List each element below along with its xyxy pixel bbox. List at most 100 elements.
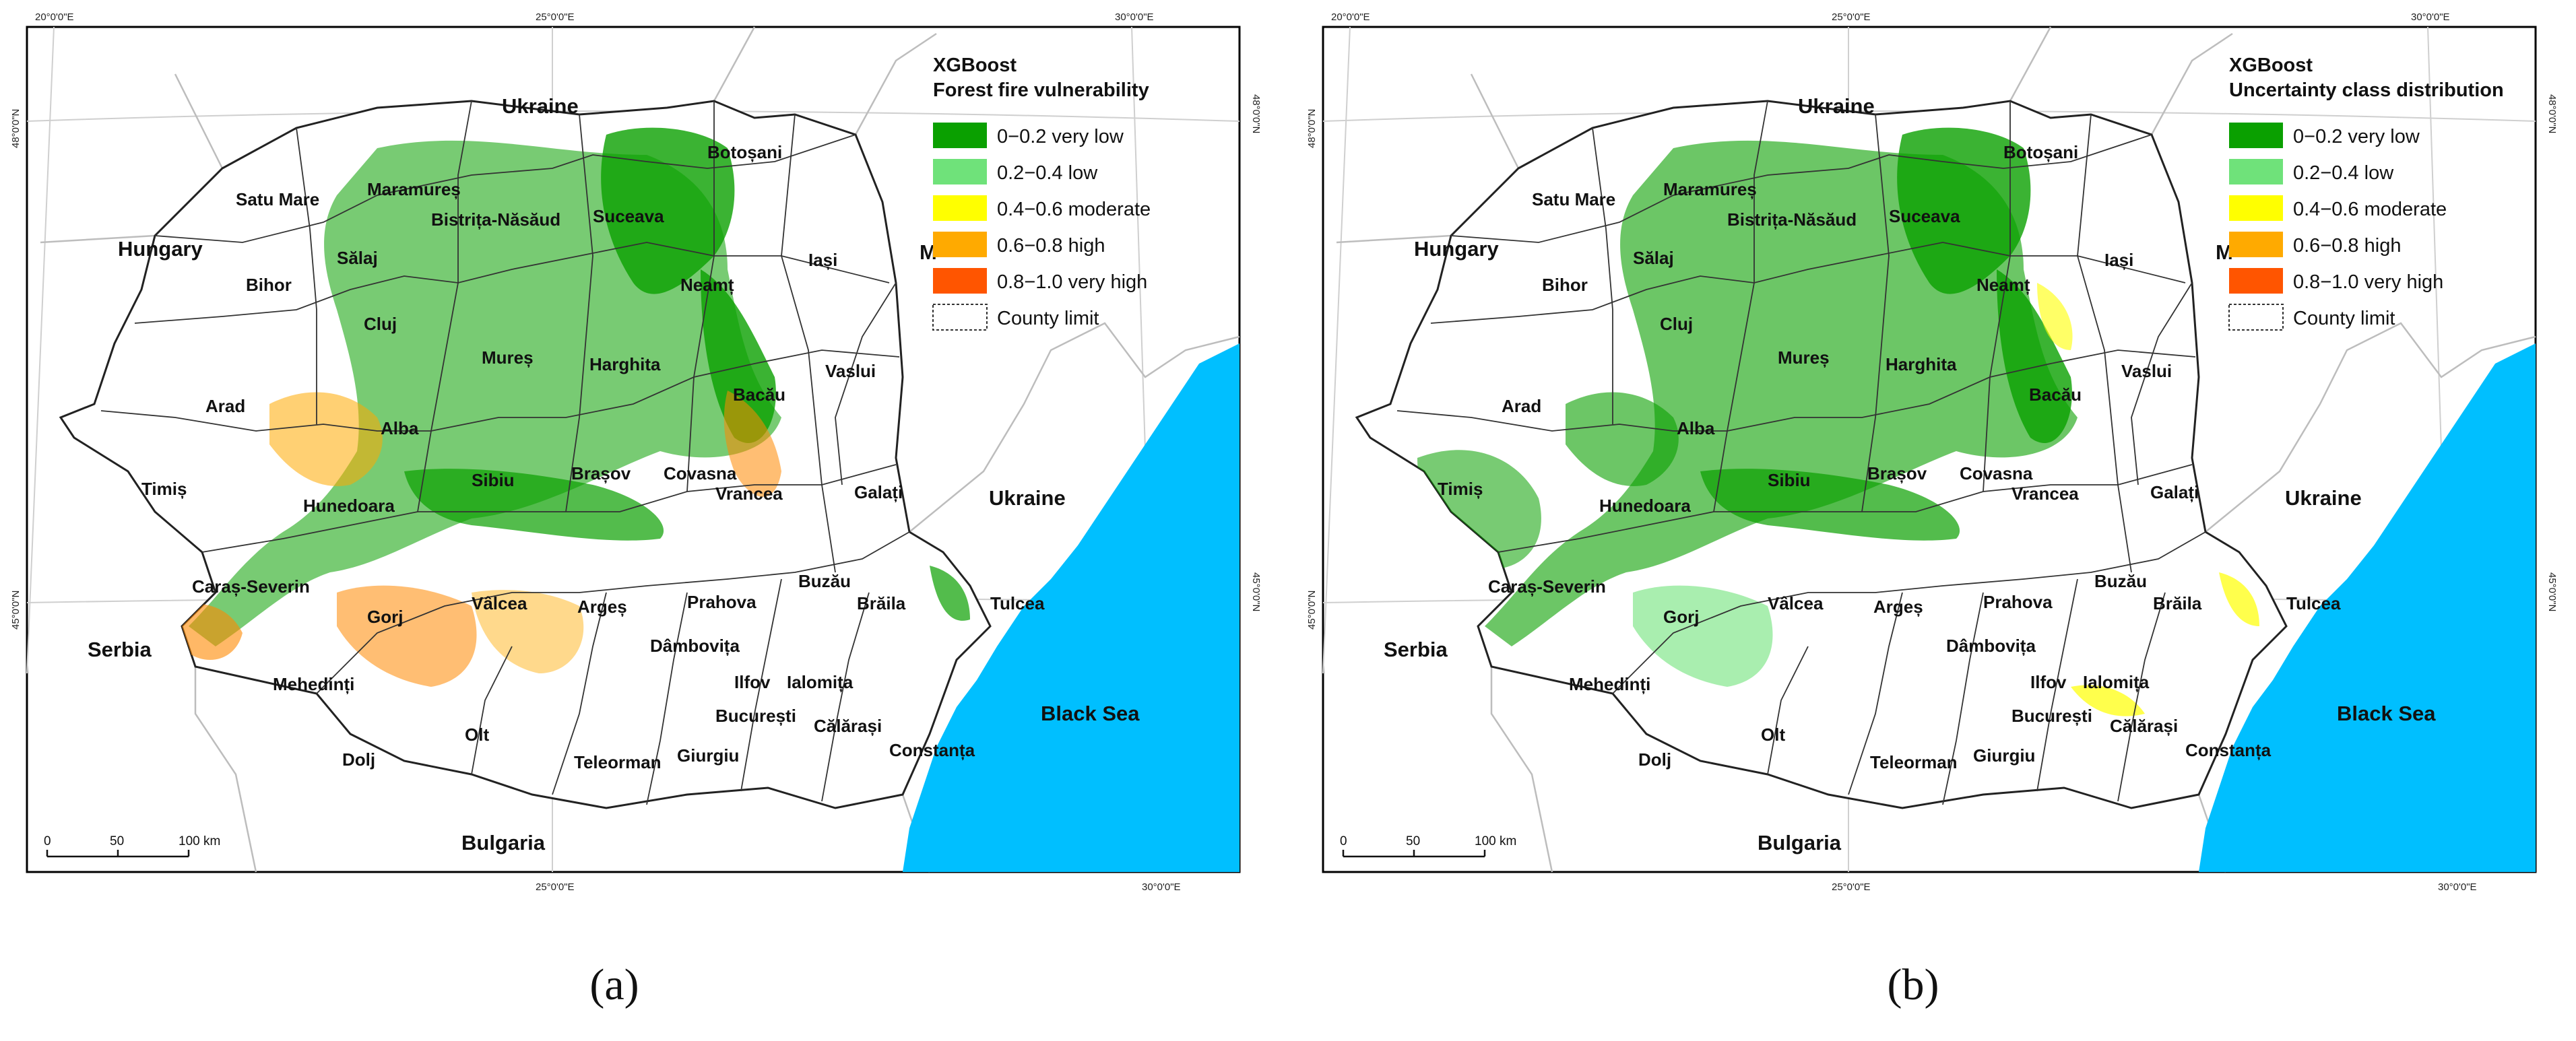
county-label: Cluj [1660,314,1693,334]
caption-a: (a) [589,960,639,1009]
county-label: Argeș [577,597,627,617]
county-label: Vaslui [2121,361,2172,381]
legend-label-moderate: 0.4−0.6 moderate [2293,199,2447,220]
county-label: Gorj [367,607,403,627]
county-label: Tulcea [990,593,1045,613]
coord-top-20: 20°0'0"E [1331,11,1370,23]
county-label: Sălaj [337,248,378,268]
scalebar-100: 100 km [1475,834,1516,848]
scalebar-50: 50 [1406,834,1420,848]
county-label: Mureș [1778,347,1830,368]
county-label: Galați [2150,482,2199,502]
county-label: Dâmbovița [650,636,740,656]
county-label: Vrancea [2011,483,2079,504]
county-boundaries [100,100,910,805]
legend-swatch-low [2229,159,2283,184]
county-label: Maramureș [1663,179,1757,199]
county-label: Prahova [1983,592,2053,612]
county-label: Buzău [2094,571,2147,591]
county-label: Alba [381,418,419,438]
panel-a: 20°0'0"E 25°0'0"E 30°0'0"E 25°0'0"E 30°0… [0,0,1280,1041]
county-label: Vâlcea [472,593,527,613]
county-label: Mehedinți [273,674,354,694]
county-label: Buzău [798,571,851,591]
county-label: Galați [854,482,903,502]
county-label: Sibiu [1768,470,1811,490]
country-bulgaria: Bulgaria [1758,831,1842,854]
vulnerability-raster [175,127,970,687]
county-label: Caraș-Severin [192,576,310,597]
coord-bottom-25: 25°0'0"E [1832,881,1871,893]
county-label: Neamț [680,275,734,295]
county-label: Brașov [1867,463,1927,483]
country-ukraine-north: Ukraine [502,94,579,118]
coord-top-25: 25°0'0"E [1832,11,1871,23]
county-label: Bistrița-Năsăud [1727,209,1857,230]
county-label: Bihor [246,275,292,295]
legend-label-very-low: 0−0.2 very low [2293,126,2420,147]
county-label: București [715,706,796,726]
sea-label: Black Sea [2337,702,2436,725]
legend-label-high: 0.6−0.8 high [2293,235,2401,257]
county-label: Ialomița [2083,672,2150,692]
legend-swatch-very-low [2229,123,2283,148]
legend-swatch-high [2229,232,2283,257]
coord-lat-48-left: 48°0'0"N [1306,109,1318,148]
county-label: Mureș [482,347,534,368]
county-labels: Satu Mare Maramureș Suceava Botoșani Săl… [141,142,1045,772]
country-hungary: Hungary [1414,237,1500,261]
county-label: Dâmbovița [1946,636,2036,656]
county-label: Constanța [889,740,975,760]
county-label: Brașov [571,463,631,483]
legend-title-line1: XGBoost [933,55,1017,76]
county-label: Timiș [1438,479,1483,499]
county-label: Cluj [364,314,397,334]
legend-swatch-county-limit [2228,304,2284,331]
county-label: Timiș [141,479,187,499]
legend-label-very-low: 0−0.2 very low [997,126,1124,147]
legend-swatch-moderate [933,195,987,221]
county-label: Suceava [1889,206,1960,226]
black-sea [2199,343,2536,872]
coord-lat-48-right: 48°0'0"N [1250,94,1262,133]
black-sea [903,343,1239,872]
county-label: Harghita [1886,354,1957,374]
county-label: Bacău [733,384,785,405]
county-label: Mehedinți [1569,674,1650,694]
county-label: Vâlcea [1768,593,1824,613]
legend: XGBoost Uncertainty class distribution 0… [2228,55,2504,331]
county-label: Ialomița [787,672,854,692]
legend-label-very-high: 0.8−1.0 very high [2293,271,2443,293]
county-label: Sibiu [472,470,515,490]
county-label: Caraș-Severin [1488,576,1606,597]
county-label: Dolj [342,749,375,770]
county-label: Constanța [2185,740,2272,760]
legend-swatch-low [933,159,987,184]
coord-top-25: 25°0'0"E [536,11,575,23]
county-label: Tulcea [2286,593,2341,613]
county-label: Teleorman [574,752,662,772]
legend: XGBoost Forest fire vulnerability 0−0.2 … [932,55,1151,331]
legend-label-low: 0.2−0.4 low [2293,162,2394,184]
legend-swatch-high [933,232,987,257]
county-label: Satu Mare [236,189,319,209]
county-label: Prahova [687,592,756,612]
county-label: Arad [1502,396,1541,416]
neighbour-borders [1336,26,2536,873]
coord-bottom-25: 25°0'0"E [536,881,575,893]
county-label: Vaslui [825,361,876,381]
sea-label: Black Sea [1041,702,1140,725]
county-label: Botoșani [2003,142,2078,162]
legend-swatch-county-limit [932,304,988,331]
country-serbia: Serbia [1384,638,1448,661]
legend-swatch-very-high [933,268,987,294]
country-ukraine-east: Ukraine [2285,486,2362,510]
county-label: Iași [808,250,837,270]
county-label: Hunedoara [303,496,395,516]
map-a: 20°0'0"E 25°0'0"E 30°0'0"E 25°0'0"E 30°0… [10,11,1262,893]
county-label: Călărași [2110,716,2178,736]
county-label: Alba [1677,418,1715,438]
county-label: Neamț [1976,275,2030,295]
legend-swatch-very-high [2229,268,2283,294]
coord-lat-45-left: 45°0'0"N [1306,591,1318,630]
